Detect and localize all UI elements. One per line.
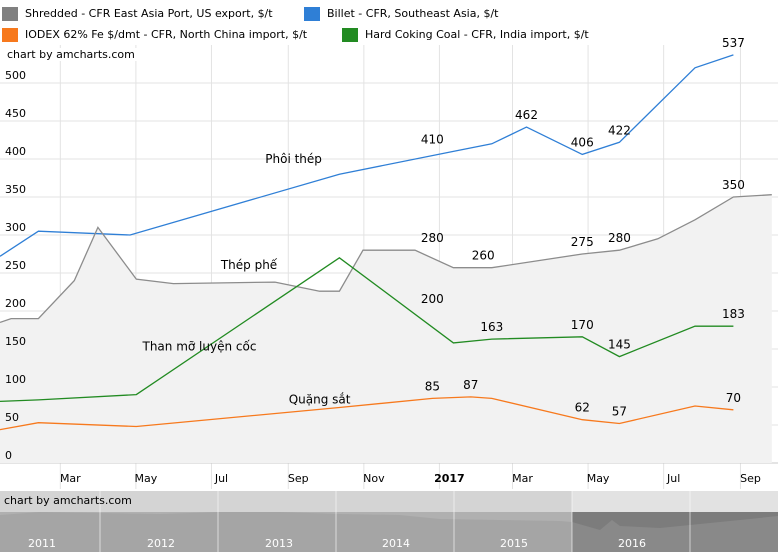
x-tick-label: Sep: [288, 472, 309, 485]
scroll-year-2011: 2011: [28, 537, 56, 550]
series-annotation: Than mỡ luyện cốc: [141, 340, 256, 354]
data-label: 70: [726, 391, 741, 405]
legend-label-iodex: IODEX 62% Fe $/dmt - CFR, North China im…: [25, 28, 308, 41]
scroll-year-2016: 2016: [618, 537, 646, 550]
x-tick-label: Sep: [740, 472, 761, 485]
data-label: 275: [571, 235, 594, 249]
scroll-year-2013: 2013: [265, 537, 293, 550]
series-line-1: [0, 194, 772, 324]
series-area-shredded: [0, 194, 772, 463]
legend-item-billet[interactable]: Billet - CFR, Southeast Asia, $/t: [304, 7, 534, 21]
x-tick-label: Mar: [60, 472, 81, 485]
data-label: 200: [421, 292, 444, 306]
scroll-year-2014: 2014: [382, 537, 410, 550]
y-tick-label: 350: [5, 183, 26, 196]
data-label: 410: [421, 132, 444, 146]
data-label: 87: [463, 378, 478, 392]
data-label: 406: [571, 135, 594, 149]
data-label: 422: [608, 123, 631, 137]
series-line-3: [0, 396, 734, 431]
scrollbar-overview-bg: [0, 512, 572, 552]
y-tick-label: 300: [5, 221, 26, 234]
scrollbar[interactable]: [0, 491, 778, 552]
y-tick-label: 150: [5, 335, 26, 348]
y-axis-labels: 0 50 100 150 200 250 300 350 400 450 500: [5, 69, 26, 462]
data-label: 183: [722, 307, 745, 321]
scrollbar-silhouette: [0, 512, 778, 552]
legend-label-billet: Billet - CFR, Southeast Asia, $/t: [327, 7, 499, 20]
x-tick-label: 2017: [434, 472, 465, 485]
scrollbar-selection-overview: [572, 512, 778, 552]
series-areas: [0, 194, 772, 463]
data-label: 85: [425, 379, 440, 393]
data-label: 163: [480, 320, 503, 334]
legend-item-coking-coal[interactable]: Hard Coking Coal - CFR, India import, $/…: [342, 28, 612, 42]
series-annotation: Phôi thép: [265, 152, 322, 166]
legend-swatch-billet: [304, 7, 320, 21]
y-tick-label: 100: [5, 373, 26, 386]
series-annotations: Phôi thép Thép phế Than mỡ luyện cốc Quặng …: [141, 152, 350, 407]
x-axis-labels: Mar May Jul Sep Nov 2017 Mar May Jul Sep: [60, 472, 761, 485]
scrollbar-credit[interactable]: chart by amcharts.com: [4, 494, 132, 507]
legend-item-iodex[interactable]: IODEX 62% Fe $/dmt - CFR, North China im…: [2, 28, 332, 42]
scroll-year-2012: 2012: [147, 537, 175, 550]
y-tick-label: 200: [5, 297, 26, 310]
y-tick-label: 400: [5, 145, 26, 158]
series-annotation: Quặng sắt: [289, 393, 351, 407]
y-tick-label: 500: [5, 69, 26, 82]
x-tick-label: Jul: [214, 472, 228, 485]
series-line-2: [0, 257, 734, 403]
y-tick-label: 50: [5, 411, 19, 424]
legend-label-coking-coal: Hard Coking Coal - CFR, India import, $/…: [365, 28, 589, 41]
data-label: 145: [608, 338, 631, 352]
x-tick-label: Mar: [512, 472, 533, 485]
x-tick-label: Nov: [363, 472, 385, 485]
legend-item-shredded[interactable]: Shredded - CFR East Asia Port, US export…: [2, 7, 302, 21]
series-line-0: [0, 54, 734, 257]
legend-swatch-iodex: [2, 28, 18, 42]
y-tick-label: 0: [5, 449, 12, 462]
legend-swatch-shredded: [2, 7, 18, 21]
data-label: 62: [575, 401, 590, 415]
data-labels: 410 462 406 422 537 280 260 275 280 350 200 163 170 1…: [421, 36, 745, 419]
data-label: 462: [515, 108, 538, 122]
scroll-year-2015: 2015: [500, 537, 528, 550]
legend-label-shredded: Shredded - CFR East Asia Port, US export…: [25, 7, 273, 20]
data-label: 537: [722, 36, 745, 50]
chart-credit[interactable]: chart by amcharts.com: [4, 48, 138, 61]
data-label: 260: [472, 249, 495, 263]
y-tick-label: 250: [5, 259, 26, 272]
x-tick-label: Jul: [666, 472, 680, 485]
data-label: 280: [421, 231, 444, 245]
data-label: 350: [722, 178, 745, 192]
y-tick-label: 450: [5, 107, 26, 120]
data-label: 280: [608, 231, 631, 245]
series-annotation: Thép phế: [220, 258, 278, 272]
x-tick-label: May: [135, 472, 158, 485]
series-lines: [0, 54, 772, 431]
data-label: 57: [612, 404, 627, 418]
legend-swatch-coking-coal: [342, 28, 358, 42]
data-label: 170: [571, 318, 594, 332]
x-tick-label: May: [587, 472, 610, 485]
